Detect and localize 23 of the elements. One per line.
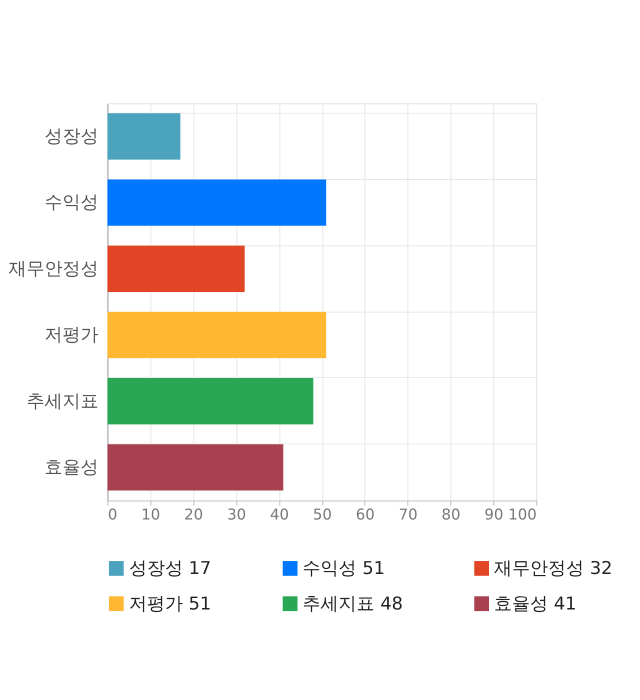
x-tick-label: 40: [270, 506, 289, 524]
x-tick-label: 10: [141, 506, 160, 524]
x-tick-label: 90: [484, 506, 504, 524]
x-tick-label: 80: [441, 506, 460, 524]
y-tick-label: 저평가: [44, 326, 99, 346]
legend-label: 효율성 41: [494, 594, 576, 614]
x-tick-label: 20: [184, 506, 204, 524]
x-tick-label: 50: [312, 506, 332, 524]
y-tick-label: 성장성: [44, 127, 99, 148]
x-tick-label: 60: [356, 506, 375, 524]
y-tick-label: 수익성: [44, 193, 99, 214]
legend-label: 추세지표 48: [302, 594, 403, 614]
y-tick-label: 재무안정성: [8, 259, 99, 280]
y-tick-label: 효율성: [44, 458, 99, 478]
x-tick-label: 0: [108, 506, 118, 524]
legend-label: 재무안정성 32: [494, 559, 612, 580]
legend-label: 수익성 51: [302, 559, 385, 580]
legend-label: 성장성 17: [128, 559, 212, 580]
x-tick-label: 70: [398, 506, 418, 524]
legend-label: 저평가 51: [128, 594, 212, 614]
x-tick-label: 100: [508, 506, 537, 524]
x-tick-label: 30: [227, 506, 246, 524]
y-tick-label: 추세지표: [26, 392, 99, 412]
